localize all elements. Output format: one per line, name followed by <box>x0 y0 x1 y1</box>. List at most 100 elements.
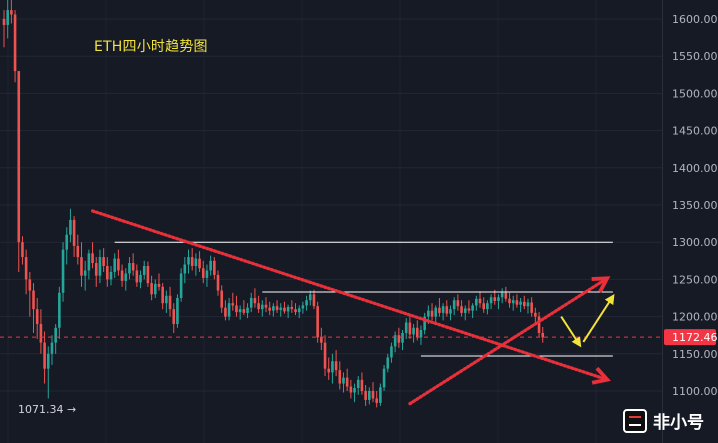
candle-body <box>2 19 6 25</box>
candle-body <box>320 337 323 343</box>
candle-body <box>360 379 364 391</box>
candle-body <box>261 304 264 310</box>
candle-body <box>150 283 153 295</box>
candle-body <box>497 297 500 301</box>
candle-body <box>423 316 426 330</box>
candle-body <box>312 294 316 307</box>
candle-body <box>534 312 537 317</box>
candle-body <box>508 298 511 304</box>
y-tick-label: 1400.00 <box>672 162 718 175</box>
candle-body <box>205 270 209 278</box>
candle-body <box>187 257 190 265</box>
trend-arrow <box>90 209 611 385</box>
candle-body <box>323 342 327 369</box>
candle-body <box>117 258 120 271</box>
candle-body <box>489 297 493 304</box>
candle-body <box>342 377 345 384</box>
candle-body <box>227 303 231 317</box>
candle-body <box>386 357 390 369</box>
candle-body <box>231 303 235 306</box>
candle-body <box>463 308 467 313</box>
candle-body <box>272 306 275 311</box>
candle-body <box>224 307 227 317</box>
candle-body <box>368 391 371 400</box>
candle-body <box>449 309 452 314</box>
candle-body <box>87 253 91 271</box>
candle-body <box>452 300 456 310</box>
candle-body <box>28 279 32 291</box>
candle-body <box>290 306 294 310</box>
y-tick-label: 1250.00 <box>672 273 718 286</box>
candle-body <box>419 329 423 338</box>
candle-body <box>198 258 201 269</box>
trend-arrow <box>408 276 611 406</box>
candle-body <box>364 391 367 400</box>
candle-body <box>401 332 404 343</box>
candle-body <box>106 266 109 280</box>
candle-body <box>375 398 378 403</box>
candle-body <box>50 342 54 354</box>
candle-body <box>179 273 183 298</box>
candle-body <box>91 253 94 264</box>
candle-body <box>249 298 253 308</box>
candle-body <box>24 257 28 280</box>
candle-body <box>297 308 301 313</box>
candle-body <box>32 290 35 310</box>
candle-body <box>438 307 441 313</box>
candle-body <box>43 342 46 369</box>
candle-body <box>176 298 179 325</box>
candle-body <box>61 249 65 293</box>
watermark: 非小号 <box>623 408 704 433</box>
candle-body <box>172 309 176 325</box>
candle-body <box>17 71 21 243</box>
candle-body <box>504 292 508 299</box>
candle-body <box>190 257 194 267</box>
y-tick-label: 1500.00 <box>672 87 718 100</box>
candle-body <box>113 258 116 272</box>
candle-body <box>353 388 356 393</box>
watermark-text: 非小号 <box>653 413 704 433</box>
candle-body <box>242 309 246 313</box>
candle-body <box>80 257 83 276</box>
candle-body <box>430 310 434 317</box>
y-tick-label: 1150.00 <box>672 348 718 361</box>
candle-body <box>349 386 353 393</box>
candle-body <box>279 307 283 310</box>
candle-body <box>135 270 139 283</box>
candle-body <box>194 258 198 267</box>
candle-body <box>316 306 319 338</box>
candle-body <box>519 301 522 305</box>
candle-body <box>6 10 9 25</box>
candle-body <box>264 304 268 308</box>
candle-body <box>246 307 249 313</box>
candle-body <box>157 283 161 287</box>
candle-body <box>283 307 286 312</box>
candle-body <box>511 300 515 304</box>
candle-body <box>76 245 80 258</box>
candle-body <box>460 306 463 313</box>
candle-body <box>393 335 397 347</box>
candle-body <box>98 257 102 276</box>
chart-title: ETH四小时趋势图 <box>94 39 208 55</box>
candle-body <box>379 387 382 403</box>
logo-icon <box>623 408 647 433</box>
projection-arrow <box>582 293 615 343</box>
candle-body <box>268 307 271 311</box>
candle-body <box>39 324 43 343</box>
candle-body <box>445 306 449 314</box>
candle-body <box>58 292 61 328</box>
candle-body <box>131 263 135 271</box>
candle-body <box>94 263 98 276</box>
candle-body <box>371 391 375 399</box>
candle-body <box>522 301 526 307</box>
candle-body <box>220 290 224 308</box>
candle-body <box>412 327 415 335</box>
candle-body <box>471 305 474 311</box>
candle-body <box>356 379 360 389</box>
candle-body <box>467 308 471 311</box>
candle-body <box>102 257 105 267</box>
candle-body <box>541 332 545 338</box>
candle-body <box>294 309 297 313</box>
